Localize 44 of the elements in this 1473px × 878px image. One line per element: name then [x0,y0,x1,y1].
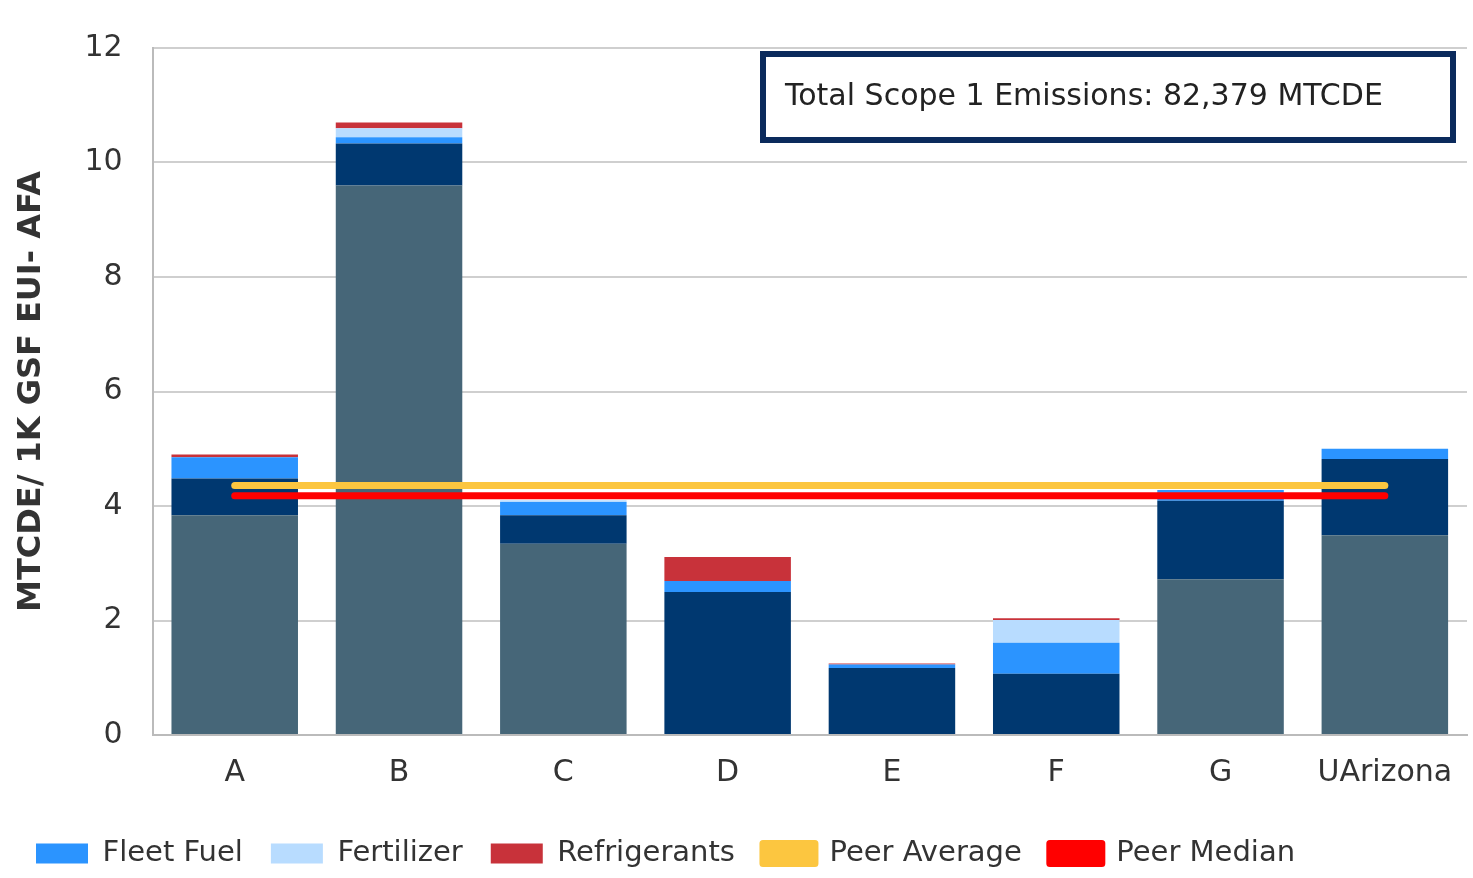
legend-label: Peer Median [1116,834,1296,869]
y-tick-label: 2 [103,600,123,636]
bar [992,642,1120,674]
bar [335,185,463,734]
y-tick-label: 12 [84,27,123,63]
bar [500,501,627,516]
bar [171,515,298,734]
bar [335,122,463,129]
bar [171,454,298,458]
bar [992,673,1120,734]
bar [335,128,463,138]
bar [1321,535,1449,734]
x-tick-label: B [388,752,410,788]
x-tick-label: D [716,752,740,788]
bar [1157,500,1284,580]
y-tick-label: 6 [103,371,123,407]
y-tick-label: 10 [84,142,123,178]
bar [664,581,791,592]
bar [335,137,463,144]
y-axis-title: MTCDE/ 1K GSF EUI- AFA [9,170,48,612]
x-tick-label: G [1208,752,1233,788]
x-tick-label: A [224,752,246,788]
bar [500,543,627,734]
bar [664,556,791,581]
legend-label: Refrigerants [557,834,735,869]
y-tick-label: 4 [103,485,123,521]
y-tick-label: 8 [103,256,123,292]
legend-label: Peer Average [829,834,1022,869]
bar [1321,448,1449,460]
bar [335,143,463,186]
bar [828,668,956,734]
y-tick-label: 0 [103,714,123,750]
bar [1157,579,1284,734]
x-tick-label: C [552,752,574,788]
legend-label: Fleet Fuel [102,834,243,869]
bar [664,591,791,734]
bar [171,457,298,479]
x-tick-label: F [1047,752,1065,788]
bar [500,515,627,544]
annotation: Total Scope 1 Emissions: 82,379 MTCDE [784,76,1383,112]
x-tick-label: UArizona [1317,752,1453,788]
bar [992,619,1120,643]
legend-label: Fertilizer [337,834,463,869]
x-tick-label: E [882,752,902,788]
